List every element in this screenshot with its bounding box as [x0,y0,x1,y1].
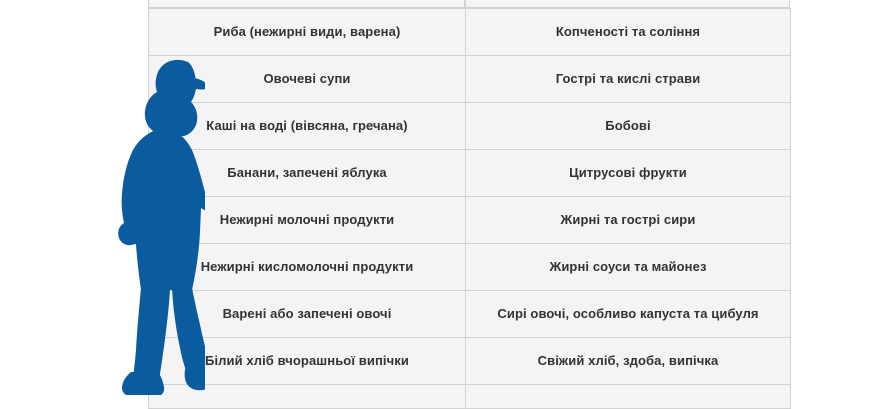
table-cell-allowed: Овочеві супи [148,55,466,103]
table-row: Банани, запечені яблука Цитрусові фрукти [148,149,791,197]
table-row: Варені або запечені овочі Сирі овочі, ос… [148,290,791,338]
table-cell-allowed: Каші на воді (вівсяна, гречана) [148,102,466,150]
page-root: Риба (нежирні види, варена) Копченості т… [118,0,791,409]
table-cell-allowed: Нежирні молочні продукти [148,196,466,244]
table-row-partial-top [148,0,790,8]
table-row: Овочеві супи Гострі та кислі страви [148,55,791,103]
diet-table: Риба (нежирні види, варена) Копченості т… [148,8,791,409]
table-cell-forbidden: Жирні соуси та майонез [465,243,791,291]
table-cell-forbidden: Сирі овочі, особливо капуста та цибуля [465,290,791,338]
diet-table-container: Риба (нежирні види, варена) Копченості т… [148,8,791,409]
table-row: Білий хліб вчорашньої випічки Свіжий хлі… [148,337,791,385]
table-cell-allowed [148,384,466,409]
table-cell-allowed: Нежирні кисломолочні продукти [148,243,466,291]
table-cell-forbidden: Гострі та кислі страви [465,55,791,103]
table-row-partial-bottom [148,384,791,409]
table-cell-forbidden: Бобові [465,102,791,150]
table-cell-allowed-partial [148,0,465,8]
table-cell-forbidden: Цитрусові фрукти [465,149,791,197]
table-cell-forbidden: Жирні та гострі сири [465,196,791,244]
table-cell-allowed: Варені або запечені овочі [148,290,466,338]
table-cell-forbidden [465,384,791,409]
table-cell-forbidden-partial [465,0,790,8]
table-row: Нежирні кисломолочні продукти Жирні соус… [148,243,791,291]
table-cell-forbidden: Свіжий хліб, здоба, випічка [465,337,791,385]
table-row: Каші на воді (вівсяна, гречана) Бобові [148,102,791,150]
table-row: Риба (нежирні види, варена) Копченості т… [148,8,791,56]
diet-table-body: Риба (нежирні види, варена) Копченості т… [148,8,791,409]
table-cell-allowed: Білий хліб вчорашньої випічки [148,337,466,385]
table-cell-allowed: Банани, запечені яблука [148,149,466,197]
table-cell-forbidden: Копченості та соління [465,8,791,56]
table-row: Нежирні молочні продукти Жирні та гострі… [148,196,791,244]
table-cell-allowed: Риба (нежирні види, варена) [148,8,466,56]
